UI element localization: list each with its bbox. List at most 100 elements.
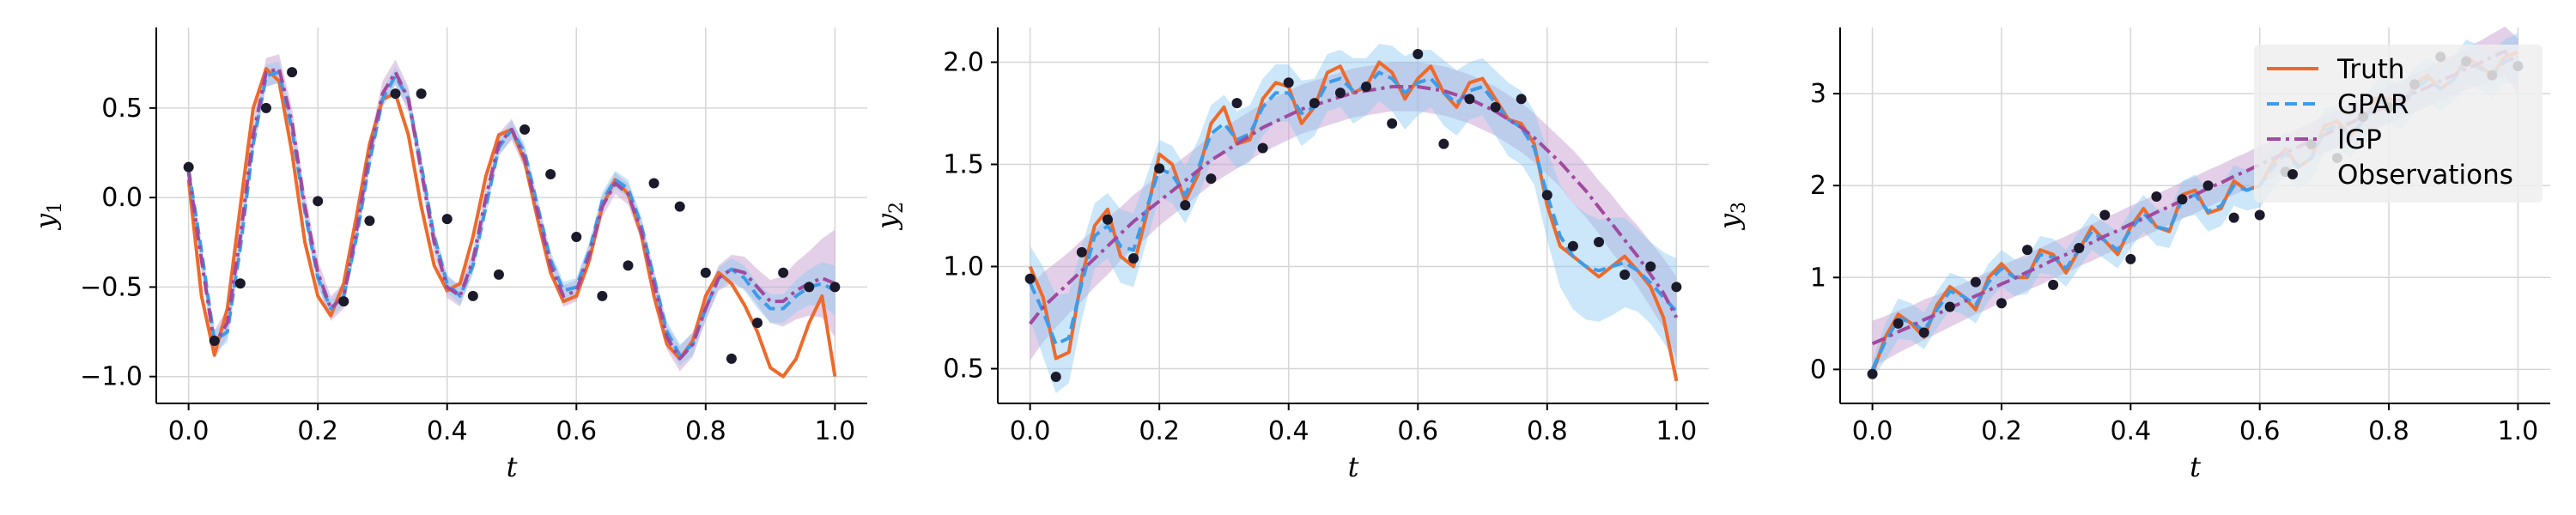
series-lines xyxy=(189,69,835,377)
y-axis-label-base: y xyxy=(871,213,903,231)
y-tick-label: 2 xyxy=(1810,171,1826,201)
observation-point xyxy=(675,202,685,212)
y-tick-label: 2.0 xyxy=(943,47,984,77)
y-axis-label-subscript: 2 xyxy=(886,202,908,214)
y-tick-label: 1.5 xyxy=(943,149,984,179)
observation-point xyxy=(416,88,427,99)
observation-point xyxy=(184,162,194,173)
observation-point xyxy=(210,336,220,346)
observation-point xyxy=(2074,243,2084,253)
y-axis-label-subscript: 3 xyxy=(1728,202,1750,214)
x-tick-label: 0.6 xyxy=(1397,416,1438,446)
observation-point xyxy=(752,318,762,328)
legend-label-truth: Truth xyxy=(2336,54,2405,85)
truth-line xyxy=(189,69,835,377)
x-tick-label: 0.8 xyxy=(685,416,726,446)
x-tick-label: 0.2 xyxy=(297,416,338,446)
observation-point xyxy=(287,67,297,77)
x-tick-label: 0.0 xyxy=(1010,416,1051,446)
y-tick-label: 0 xyxy=(1810,354,1826,385)
observation-point xyxy=(1568,241,1578,251)
observation-point xyxy=(829,282,840,292)
observation-point xyxy=(2203,180,2214,191)
y-tick-label: 3 xyxy=(1810,79,1826,109)
observation-point xyxy=(701,268,711,278)
x-axis-label: t xyxy=(507,451,518,483)
observation-point xyxy=(468,291,478,301)
observation-point xyxy=(1971,277,1981,288)
observation-point xyxy=(494,270,504,280)
observation-point xyxy=(1996,298,2007,308)
observation-point xyxy=(1645,262,1656,272)
observation-point xyxy=(1335,88,1346,98)
observation-point xyxy=(726,354,737,364)
observation-point xyxy=(1103,215,1113,225)
y-axis-label: y2 xyxy=(871,202,908,231)
observation-point xyxy=(2099,209,2110,220)
observation-point xyxy=(597,291,607,301)
observation-point xyxy=(1919,328,1929,338)
x-axis-label: t xyxy=(2190,451,2201,483)
observation-point xyxy=(1180,200,1190,210)
observation-point xyxy=(313,196,323,206)
observation-point xyxy=(623,260,633,270)
subplot-y2: 0.0 0.2 0.4 0.6 0.8 1.0 0.5 1.0 1.5 2.0 t y2 xyxy=(871,27,1709,483)
x-tick-label: 1.0 xyxy=(1656,416,1698,446)
gpar-confidence-band xyxy=(1030,44,1677,393)
observation-point xyxy=(1491,102,1501,112)
observation-point xyxy=(1438,139,1449,149)
observation-point xyxy=(2151,191,2161,202)
y-tick-label: 1.0 xyxy=(943,252,984,282)
y-axis-label: y3 xyxy=(1713,202,1750,231)
observation-point xyxy=(778,268,788,278)
observation-point xyxy=(1413,49,1423,59)
observation-point xyxy=(1232,98,1242,108)
observation-point xyxy=(2125,254,2136,264)
observation-point xyxy=(1206,173,1216,184)
observation-point xyxy=(1387,118,1397,129)
legend-label-observations: Observations xyxy=(2337,160,2513,191)
x-tick-label: 0.4 xyxy=(427,416,468,446)
observation-point xyxy=(2022,245,2032,255)
observation-point xyxy=(1893,318,1904,329)
observation-point xyxy=(1025,274,1036,284)
observation-point xyxy=(364,215,374,226)
legend-label-igp: IGP xyxy=(2337,124,2382,155)
observation-point xyxy=(804,282,814,292)
observation-points xyxy=(184,67,841,364)
axes xyxy=(149,27,867,410)
observation-point xyxy=(519,124,530,135)
y-tick-label: 0.0 xyxy=(101,183,143,213)
observation-point xyxy=(1284,77,1294,88)
observation-point xyxy=(1868,369,1878,379)
x-axis-label: t xyxy=(1348,451,1359,483)
y-tick-label: 1 xyxy=(1810,263,1826,293)
x-tick-label: 1.0 xyxy=(2498,416,2539,446)
observation-point xyxy=(391,88,401,99)
x-tick-label: 0.6 xyxy=(2239,416,2281,446)
x-tick-label: 0.0 xyxy=(1852,416,1893,446)
observation-point xyxy=(1945,302,1955,312)
y-axis-label: y1 xyxy=(29,202,66,231)
x-tick-label: 0.2 xyxy=(1981,416,2022,446)
x-tick-label: 0.0 xyxy=(168,416,210,446)
x-tick-label: 0.4 xyxy=(2110,416,2151,446)
observation-point xyxy=(1516,94,1527,104)
observation-point xyxy=(1361,82,1371,92)
observation-point xyxy=(2177,194,2187,204)
x-tick-label: 0.4 xyxy=(1268,416,1309,446)
observation-point xyxy=(545,169,556,179)
observation-point xyxy=(1671,282,1681,292)
x-tick-label: 0.6 xyxy=(556,416,597,446)
observation-point xyxy=(442,214,453,224)
y-axis-label-base: y xyxy=(29,213,62,231)
observation-point xyxy=(261,103,271,113)
y-axis-label-subscript: 1 xyxy=(45,202,66,214)
x-tick-label: 0.8 xyxy=(1527,416,1568,446)
observation-point xyxy=(1542,190,1552,200)
legend: Truth GPAR IGP Observations xyxy=(2254,45,2543,203)
observation-point xyxy=(2255,209,2265,220)
legend-label-gpar: GPAR xyxy=(2337,89,2409,120)
observation-point xyxy=(235,278,246,288)
legend-swatch-observations xyxy=(2287,169,2298,179)
